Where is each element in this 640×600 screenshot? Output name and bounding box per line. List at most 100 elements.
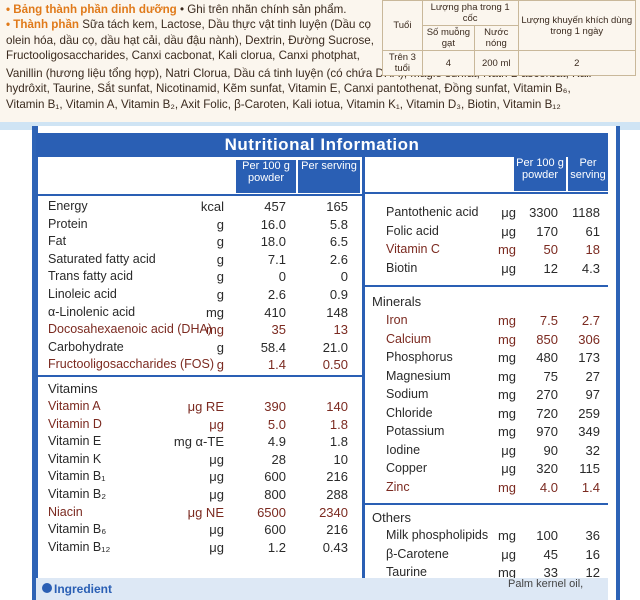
mineral-row-per-100g: 7.5 [539, 313, 558, 328]
nutrient-row-per-100g: 16.0 [260, 216, 286, 232]
nutrient-row-unit: g [216, 216, 224, 232]
vitamin-row-label: Vitamin B₆ [48, 522, 107, 537]
mixing-table: Tuổi Lượng pha trong 1 cốc Lượng khuyến … [382, 0, 637, 76]
vitamin-row-unit: μg [209, 487, 224, 502]
mineral-row-unit: μg [501, 442, 516, 458]
mix-row-water: 200 ml [473, 50, 519, 76]
right-row-per-100g: 170 [536, 223, 558, 239]
nutrient-row-unit: g [216, 234, 224, 250]
mineral-row-label: Phosphorus [386, 350, 453, 364]
nutrient-row-per-serving: 6.5 [329, 234, 348, 250]
mineral-row-per-100g: 480 [536, 350, 558, 365]
right-row-label: Folic acid [386, 223, 439, 238]
other-row-label: β-Carotene [386, 546, 449, 561]
nutrient-row-per-100g: 457 [264, 199, 286, 214]
right-row-unit: μg [501, 205, 516, 220]
mineral-row-unit: mg [497, 350, 516, 365]
nutrient-row-unit: g [216, 269, 224, 285]
vitamin-row-per-100g: 1.2 [267, 539, 286, 555]
right-row-per-serving: 4.3 [581, 260, 600, 276]
right-row-unit: mg [497, 242, 516, 257]
nutrient-row-label: Fructooligosaccharides (FOS) [48, 357, 215, 372]
nutrient-row-per-serving: 5.8 [329, 216, 348, 232]
mineral-row-per-serving: 306 [578, 331, 600, 347]
nutrient-row-unit: kcal [200, 199, 224, 214]
right-header-per-100g-text: Per 100 g powder [516, 157, 564, 181]
mineral-row-unit: μg [501, 461, 516, 476]
nutrient-row-label: Saturated fatty acid [48, 251, 156, 266]
vitamin-row-per-100g: 6500 [257, 504, 286, 520]
header-per-serving: Per serving [298, 160, 360, 193]
mix-col-recommend: Lượng khuyến khích dùng trong 1 ngày [517, 0, 637, 51]
nutrient-row-label: Fat [48, 234, 67, 249]
nutrient-row-label: Protein [48, 216, 88, 231]
minerals-divider [364, 285, 608, 287]
mix-col-age: Tuổi [382, 0, 423, 51]
mineral-row-per-100g: 270 [536, 387, 558, 402]
right-header-rule [364, 192, 608, 194]
right-row-label: Pantothenic acid [386, 205, 479, 219]
mineral-row-per-serving: 32 [585, 442, 600, 458]
nutrient-row-label: Carbohydrate [48, 339, 124, 354]
ingredients-line-6: Vitamin B₁, Vitamin A, Vitamin B₂, Axit … [6, 97, 561, 111]
mineral-row-per-100g: 320 [536, 461, 558, 476]
mineral-row-per-serving: 349 [578, 424, 600, 439]
vitamin-row-per-100g: 800 [264, 487, 286, 502]
ingredients-strip [36, 578, 608, 600]
mineral-row-per-serving: 259 [578, 405, 600, 421]
nutrient-row-unit: g [216, 357, 224, 373]
mix-row-age: Trên 3 tuổi [382, 50, 423, 76]
nutrient-row-unit: mg [205, 304, 224, 320]
mineral-row-label: Zinc [386, 479, 410, 494]
nutrient-row-label: Trans fatty acid [48, 269, 133, 284]
nutrition-panel [32, 126, 620, 600]
mineral-row-per-100g: 90 [543, 442, 558, 458]
vitamin-row-label: Vitamin B₁₂ [48, 539, 111, 554]
vitamin-row-per-100g: 4.9 [267, 434, 286, 450]
mineral-row-label: Calcium [386, 331, 432, 346]
mineral-row-unit: mg [497, 424, 516, 439]
right-row-per-serving: 61 [585, 223, 600, 239]
nutrient-row-per-serving: 0.9 [329, 287, 348, 302]
right-row-per-serving: 18 [585, 242, 600, 257]
vitamin-row-label: Vitamin D [48, 416, 102, 431]
header-per-100g: Per 100 g powder [236, 160, 296, 193]
right-row-unit: μg [501, 260, 516, 276]
right-header-per-serving: Per serving [568, 157, 608, 191]
ingredients-line-1: Sữa tách kem, Lactose, Dầu thực vật tinh… [78, 18, 371, 32]
mineral-row-label: Potassium [386, 424, 445, 438]
other-row-unit: mg [497, 528, 516, 543]
mineral-row-unit: mg [497, 405, 516, 421]
mineral-row-per-100g: 850 [536, 331, 558, 347]
vitamin-row-per-100g: 28 [271, 451, 286, 467]
nutrient-row-per-serving: 13 [333, 322, 348, 338]
vitamins-heading: Vitamins [48, 381, 98, 396]
vitamin-row-per-100g: 600 [264, 522, 286, 538]
vitamin-row-per-serving: 216 [326, 469, 348, 485]
vitamin-row-per-serving: 1.8 [329, 416, 348, 432]
header-per-100g-text: Per 100 g powder [242, 160, 290, 184]
nutrient-row-per-serving: 2.6 [329, 251, 348, 267]
mineral-row-per-serving: 115 [579, 461, 600, 476]
vitamin-row-label: Vitamin E [48, 434, 102, 449]
nutrient-row-per-100g: 0 [278, 269, 286, 285]
right-row-label: Vitamin C [386, 242, 440, 256]
title-bar [36, 133, 608, 157]
header-per-serving-text: Per serving [301, 160, 357, 172]
nutrient-row-label: Linoleic acid [48, 287, 117, 301]
mineral-row-per-serving: 2.7 [581, 313, 600, 328]
nutrient-row-unit: g [216, 287, 224, 302]
mineral-row-unit: mg [497, 368, 516, 384]
vitamin-row-unit: μg RE [187, 399, 224, 414]
other-row-per-100g: 33 [543, 565, 558, 580]
mineral-row-unit: mg [497, 313, 516, 328]
intro-note: • Ghi trên nhãn chính sản phẩm. [176, 3, 347, 16]
right-header-per-serving-text: Per serving [570, 157, 606, 181]
nutrient-row-per-100g: 18.0 [260, 234, 286, 250]
nutrient-row-per-serving: 21.0 [322, 339, 348, 355]
vitamin-row-label: Vitamin B₁ [48, 469, 106, 484]
right-row-label: Biotin [386, 260, 418, 275]
other-row-unit: μg [501, 546, 516, 562]
vitamin-row-per-serving: 288 [326, 487, 348, 502]
nutrient-row-label: α-Linolenic acid [48, 304, 136, 319]
